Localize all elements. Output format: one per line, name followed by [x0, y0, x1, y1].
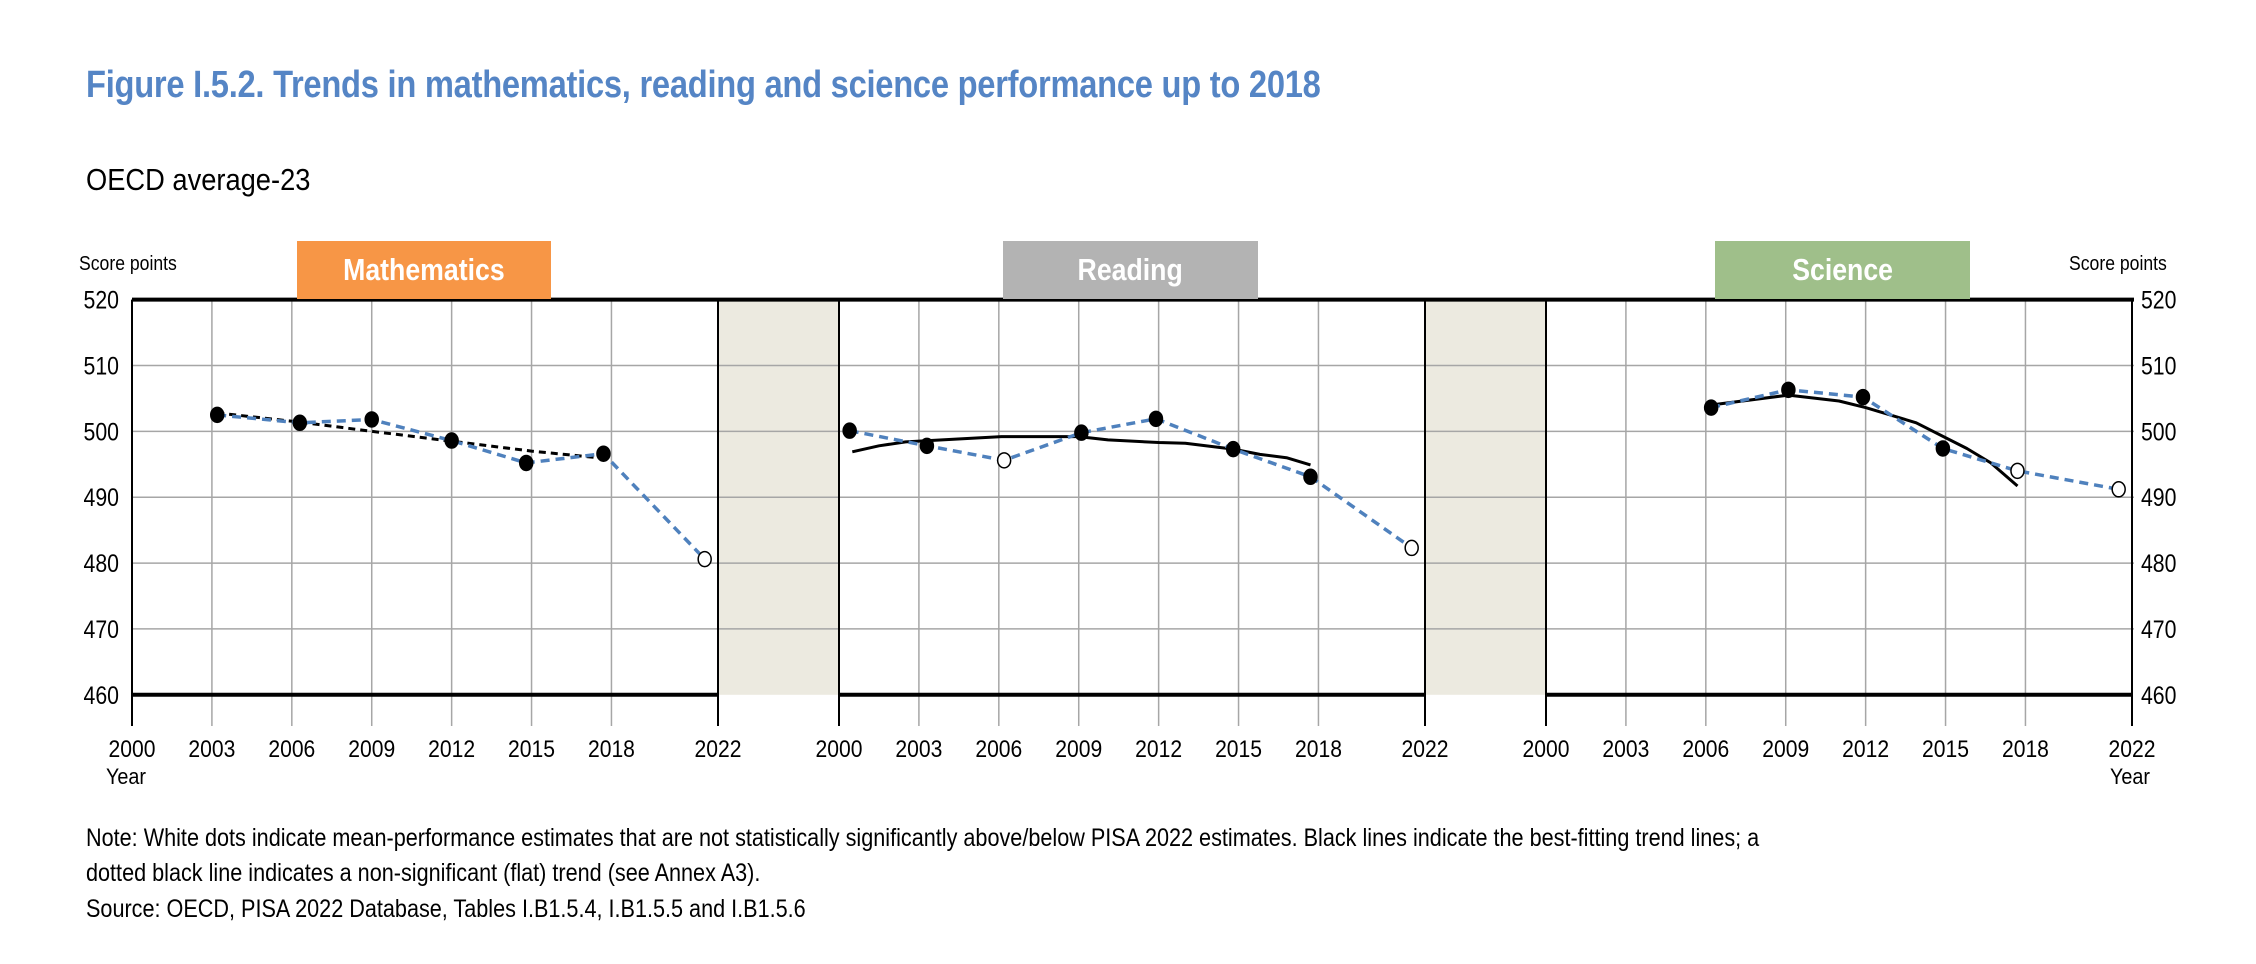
panel-reading: 2000 2003 2006 2009 2012 2015 2018 2022 [816, 299, 1449, 763]
figure-title: Figure I.5.2. Trends in mathematics, rea… [86, 64, 1321, 106]
y-tick-label-right: 460 [2141, 681, 2176, 709]
y-tick-label-right: 520 [2141, 286, 2176, 314]
y-tick-label-left: 480 [84, 549, 119, 577]
data-point-significant [292, 414, 308, 432]
y-tick-label-left: 520 [84, 286, 119, 314]
x-tick-label: 2015 [508, 736, 555, 763]
x-tick-label: 2009 [1762, 736, 1809, 763]
x-tick-label: 2000 [1523, 736, 1570, 763]
x-tick-label: 2018 [588, 736, 635, 763]
panel-title: Reading [1077, 252, 1184, 287]
data-point-significant [209, 406, 225, 424]
data-point-significant [842, 422, 857, 439]
panel-tag-science: Science [1715, 241, 1970, 299]
x-tick-label: 2022 [2109, 736, 2156, 763]
data-point-not-significant [2010, 462, 2025, 480]
panel-tag-reading: Reading [1003, 241, 1258, 299]
x-tick-label: 2012 [1135, 736, 1182, 763]
x-tick-label: 2000 [109, 736, 156, 763]
x-tick-label: 2015 [1215, 736, 1262, 763]
x-tick-label: 2012 [428, 736, 475, 763]
score-line [849, 417, 1413, 550]
panel-title: Science [1792, 252, 1893, 287]
x-tick-label: 2006 [1682, 736, 1729, 763]
y-tick-label-left: 490 [84, 484, 119, 512]
panel-mathematics: 2000 2003 2006 2009 2012 2015 2018 2022 [109, 299, 742, 763]
trend-line [851, 435, 1311, 467]
data-point-significant [1935, 440, 1951, 457]
data-point-not-significant [1404, 539, 1419, 557]
trend-line [1710, 393, 2019, 488]
note-line: dotted black line indicates a non-signif… [86, 859, 761, 887]
x-tick-label: 2003 [895, 736, 942, 763]
x-tick-label: 2012 [1842, 736, 1889, 763]
note-line: Note: White dots indicate mean-performan… [86, 824, 1760, 852]
data-point-significant [444, 432, 459, 449]
y-tick-label-left: 510 [84, 352, 119, 380]
x-tick-label: 2022 [695, 736, 742, 763]
data-point-significant [596, 445, 611, 462]
panel-science: 2000 2003 2006 2009 2012 2015 2018 2022 [1523, 299, 2156, 763]
score-line [1710, 388, 2120, 492]
data-point-not-significant [2111, 481, 2126, 498]
y-tick-label-right: 480 [2141, 549, 2176, 577]
data-point-significant [1148, 410, 1164, 428]
data-point-significant [1781, 381, 1796, 399]
y-tick-label-left: 460 [84, 681, 119, 709]
trend-line [217, 411, 604, 460]
data-point-significant [364, 411, 379, 428]
score-line [217, 413, 706, 561]
data-point-not-significant [996, 452, 1012, 469]
x-axis-label-right: Year [2110, 764, 2151, 789]
y-axis-label-left: Score points [79, 253, 177, 275]
y-tick-label-left: 470 [84, 615, 119, 643]
y-tick-label-right: 470 [2141, 615, 2176, 643]
data-point-significant [1703, 399, 1719, 416]
y-tick-label-left: 500 [84, 418, 119, 446]
x-tick-label: 2006 [268, 736, 315, 763]
source-line: Source: OECD, PISA 2022 Database, Tables… [86, 895, 806, 923]
figure-subtitle: OECD average-23 [86, 162, 311, 197]
x-axis-label-left: Year [106, 764, 147, 789]
panel-tag-mathematics: Mathematics [297, 241, 551, 299]
data-point-significant [1074, 424, 1089, 441]
data-point-significant [919, 437, 935, 455]
x-tick-label: 2018 [1295, 736, 1342, 763]
data-point-not-significant [697, 550, 712, 568]
x-tick-label: 2006 [975, 736, 1022, 763]
x-tick-label: 2003 [188, 736, 235, 763]
data-point-significant [1303, 468, 1318, 486]
data-point-significant [1225, 440, 1241, 458]
x-tick-label: 2015 [1922, 736, 1969, 763]
x-tick-label: 2022 [1402, 736, 1449, 763]
x-tick-label: 2003 [1602, 736, 1649, 763]
x-tick-label: 2000 [816, 736, 863, 763]
y-axis-label-right: Score points [2069, 253, 2167, 275]
x-tick-label: 2009 [348, 736, 395, 763]
y-tick-label-right: 510 [2141, 352, 2176, 380]
y-tick-label-right: 500 [2141, 418, 2176, 446]
x-tick-label: 2018 [2002, 736, 2049, 763]
data-point-significant [1855, 388, 1871, 406]
panel-title: Mathematics [343, 252, 505, 287]
y-tick-label-right: 490 [2141, 484, 2176, 512]
x-tick-label: 2009 [1055, 736, 1102, 763]
data-point-significant [518, 454, 534, 472]
